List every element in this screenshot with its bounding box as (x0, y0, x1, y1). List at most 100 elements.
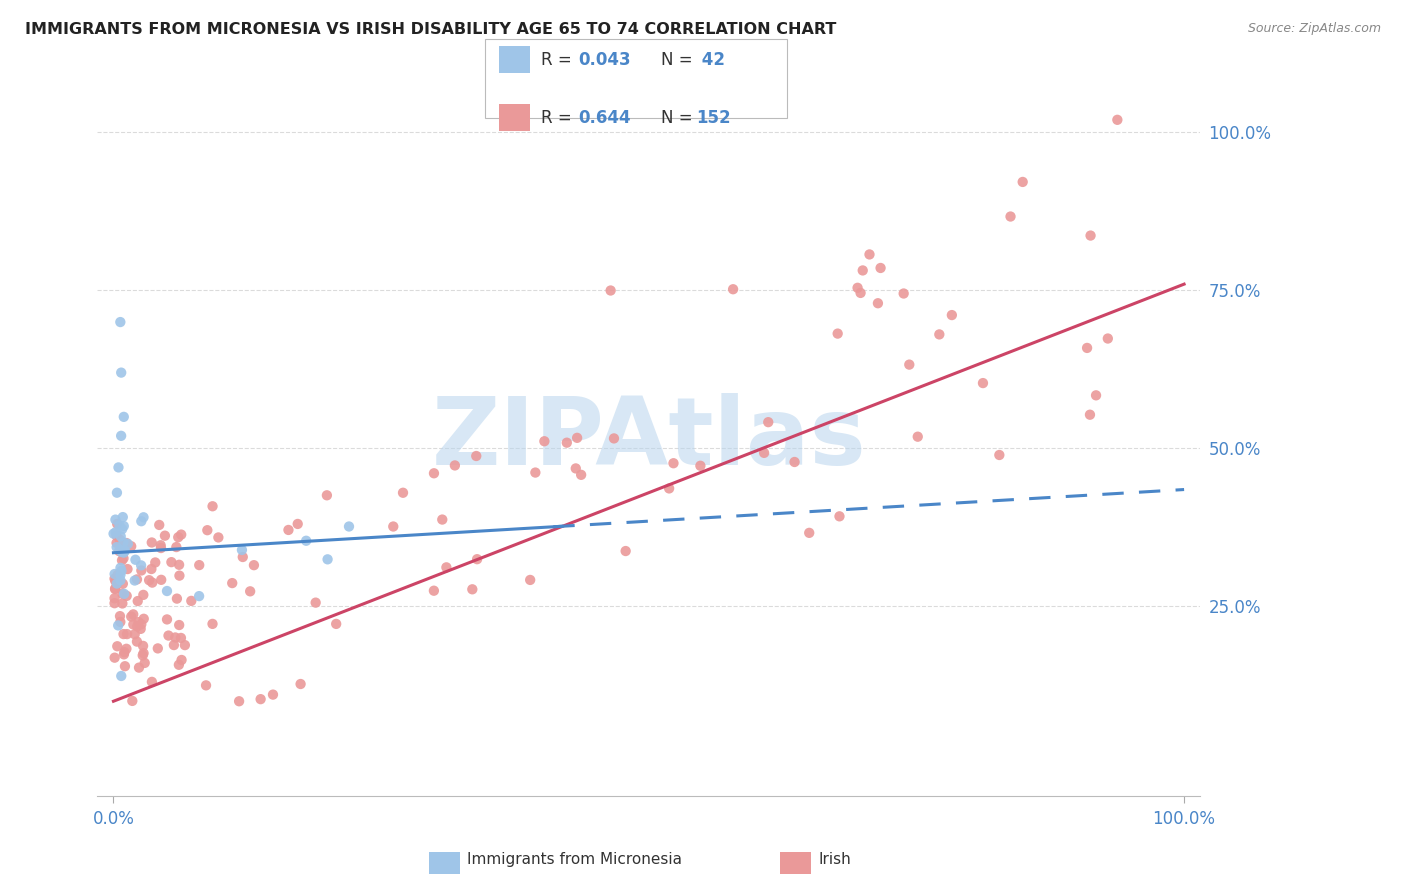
Point (110, 315, 132, 329)
Point (105, 540, 128, 554)
Point (1080, 228, 1102, 243)
Point (662, 456, 685, 470)
Point (423, 583, 446, 598)
Point (110, 545, 132, 559)
Point (127, 619, 149, 633)
Point (392, 485, 415, 500)
Point (104, 582, 127, 596)
Point (108, 542, 131, 557)
Point (104, 582, 127, 596)
Point (195, 523, 218, 537)
Point (110, 366, 132, 380)
Point (132, 639, 155, 653)
Point (207, 531, 229, 545)
Point (121, 694, 143, 708)
Point (752, 446, 775, 460)
Point (153, 529, 176, 543)
Point (103, 591, 125, 606)
Point (134, 656, 156, 670)
Point (110, 561, 132, 575)
Point (231, 543, 253, 558)
Text: Irish: Irish (818, 852, 851, 867)
Text: 0.043: 0.043 (578, 51, 630, 69)
Text: N =: N = (661, 109, 697, 127)
Point (167, 530, 190, 544)
Text: 152: 152 (696, 109, 731, 127)
Point (432, 512, 454, 526)
Point (111, 597, 134, 611)
Point (104, 574, 127, 588)
Point (858, 247, 880, 261)
Point (1011, 175, 1033, 189)
Point (107, 460, 129, 475)
Point (110, 669, 132, 683)
Point (111, 522, 134, 536)
Point (170, 527, 193, 541)
Point (132, 612, 155, 626)
Point (104, 513, 127, 527)
Point (290, 677, 312, 691)
Point (143, 556, 166, 570)
Point (112, 546, 135, 560)
Point (305, 596, 328, 610)
Point (188, 589, 211, 603)
Point (315, 488, 337, 502)
Text: R =: R = (541, 109, 578, 127)
Point (434, 560, 457, 574)
Point (569, 467, 592, 482)
Point (115, 536, 138, 550)
Point (104, 525, 127, 540)
Point (287, 516, 309, 531)
Point (988, 448, 1011, 462)
Point (232, 549, 254, 564)
Point (565, 431, 588, 445)
Point (239, 584, 262, 599)
Point (156, 612, 179, 626)
Point (1076, 341, 1098, 355)
Point (124, 553, 146, 567)
Point (461, 582, 484, 597)
Point (465, 552, 488, 566)
Point (108, 609, 131, 624)
Point (149, 538, 172, 552)
Point (112, 535, 135, 549)
Point (105, 576, 128, 591)
Point (112, 409, 135, 424)
Point (132, 646, 155, 660)
Point (157, 629, 180, 643)
Point (122, 607, 145, 622)
Point (131, 617, 153, 632)
Point (614, 544, 637, 558)
Point (519, 573, 541, 587)
Point (115, 641, 138, 656)
Point (195, 678, 218, 692)
Point (111, 576, 134, 591)
Point (928, 327, 950, 342)
Point (110, 529, 132, 543)
Point (898, 358, 921, 372)
Point (555, 435, 578, 450)
Point (893, 286, 915, 301)
Point (112, 519, 135, 533)
Point (849, 285, 872, 300)
Text: 42: 42 (696, 51, 725, 69)
Point (146, 641, 169, 656)
Point (783, 455, 806, 469)
Text: 0.644: 0.644 (578, 109, 630, 127)
Point (117, 537, 139, 551)
Point (112, 551, 135, 566)
Point (277, 523, 299, 537)
Point (111, 510, 134, 524)
Point (866, 296, 889, 310)
Point (110, 564, 132, 578)
Point (1097, 332, 1119, 346)
Point (166, 591, 188, 606)
Point (105, 528, 128, 542)
Point (127, 594, 149, 608)
Point (114, 543, 136, 558)
Point (828, 509, 851, 524)
Point (167, 657, 190, 672)
Point (124, 574, 146, 588)
Point (120, 609, 142, 624)
Point (129, 622, 152, 636)
